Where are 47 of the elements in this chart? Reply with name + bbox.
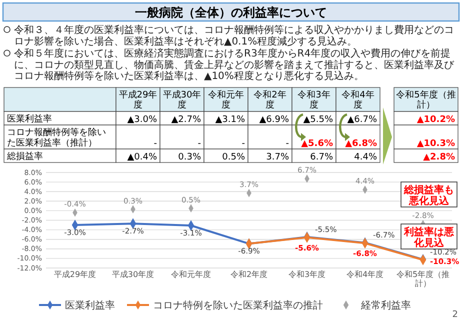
text: - — [154, 139, 157, 149]
legend-label: 医業利益率 — [65, 300, 115, 312]
text: ▲3.0% — [127, 115, 157, 125]
text: 6.7% — [310, 152, 333, 162]
text: ▲3.1% — [215, 115, 245, 125]
category-label: 医業利益率 — [7, 114, 52, 124]
text: ▲2.7% — [171, 115, 201, 125]
category-label: コロナ報酬特例等を除いた医業利益率（推計） — [7, 128, 106, 148]
annotation: 利益率は悪化見込 — [403, 226, 455, 249]
text: - — [242, 139, 245, 149]
category-label: 令和5年度（推計） — [396, 90, 456, 111]
text: ▲0.4% — [127, 152, 157, 162]
text: 4.4% — [354, 152, 377, 162]
x-tick-label: 令和元年度 — [171, 270, 211, 279]
text: 一般病院（全体）の利益率について — [135, 6, 327, 20]
legend-label: 経常利益率 — [360, 300, 411, 312]
legend-label: コロナ特例を除いた医業利益率の推計 — [153, 300, 323, 312]
x-tick-label: 令和4年度 — [346, 270, 384, 279]
text: 0.5% — [222, 152, 245, 162]
text: ▲5.6% — [301, 139, 333, 149]
text: ▲2.8% — [423, 152, 455, 162]
category-label: 令和4年度 — [342, 90, 374, 111]
text: - — [198, 139, 201, 149]
text: ▲6.8% — [345, 139, 377, 149]
category-label: 平成30年度 — [162, 90, 202, 111]
text: 0.3% — [178, 152, 201, 162]
text: - — [286, 139, 289, 149]
category-label: 平成29年度 — [118, 90, 158, 111]
text: 令和３、４年度の医業利益率については、コロナ報酬特例等による収入やかかりまし費用などのコロナ影響を除いた場合、医業利益率はそれぞれ▲0.1%程度減少する見込み。 — [14, 24, 454, 48]
text: ▲6.9% — [259, 115, 289, 125]
text: ▲10.2% — [416, 115, 455, 125]
text: 3.7% — [266, 152, 289, 162]
text: 令和５年度においては、医療経済実態調査におけるR3年度からR4年度の収入や費用の伸びを前提に、コロナの類型見直し、物価高騰、賃金上昇などの影響を踏まえて推計すると、医業利益率及びコロナ報酬特例等を除いた医業利益率は、▲10%程度となり悪化する見込み。 — [14, 48, 455, 82]
text: ▲6.7% — [347, 115, 377, 125]
category-label: 令和2年度 — [254, 90, 286, 111]
category-label: 令和元年度 — [208, 90, 244, 111]
category-label: 令和3年度 — [298, 90, 330, 111]
text: 2 — [452, 310, 458, 320]
category-label: 総損益率 — [7, 152, 43, 162]
annotation: 総損益率も悪化見込 — [403, 184, 454, 207]
x-tick-label: 平成30年度 — [112, 270, 154, 279]
text: ▲5.5% — [303, 115, 333, 125]
x-tick-label: 令和2年度 — [230, 270, 268, 279]
x-tick-label: 令和3年度 — [288, 270, 326, 279]
x-tick-label: 平成29年度 — [54, 270, 96, 279]
text: ▲10.3% — [416, 139, 455, 149]
x-tick-label: 令和5年度（推計） — [396, 270, 450, 288]
